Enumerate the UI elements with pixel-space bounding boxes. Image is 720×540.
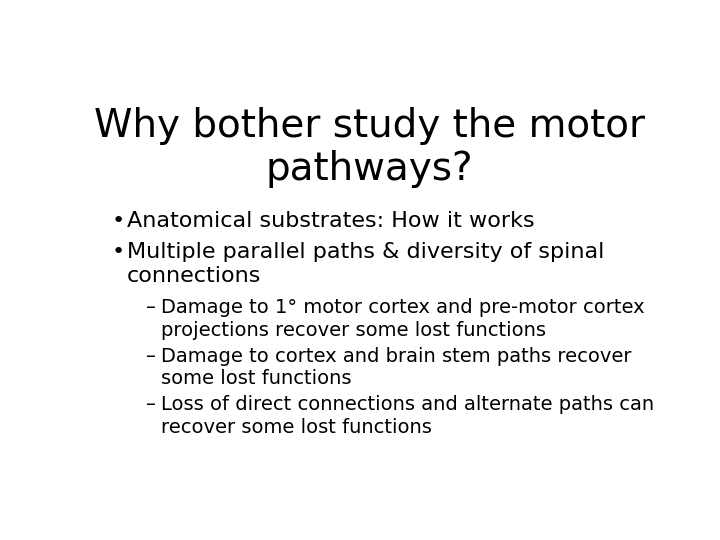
Text: –: – [145, 347, 156, 366]
Text: Damage to cortex and brain stem paths recover
some lost functions: Damage to cortex and brain stem paths re… [161, 347, 632, 388]
Text: •: • [112, 242, 125, 262]
Text: Damage to 1° motor cortex and pre-motor cortex
projections recover some lost fun: Damage to 1° motor cortex and pre-motor … [161, 298, 645, 340]
Text: Loss of direct connections and alternate paths can
recover some lost functions: Loss of direct connections and alternate… [161, 395, 654, 437]
Text: Why bother study the motor
pathways?: Why bother study the motor pathways? [94, 107, 644, 188]
Text: –: – [145, 298, 156, 317]
Text: Anatomical substrates: How it works: Anatomical substrates: How it works [127, 211, 535, 231]
Text: –: – [145, 395, 156, 415]
Text: Multiple parallel paths & diversity of spinal
connections: Multiple parallel paths & diversity of s… [127, 242, 605, 286]
Text: •: • [112, 211, 125, 231]
